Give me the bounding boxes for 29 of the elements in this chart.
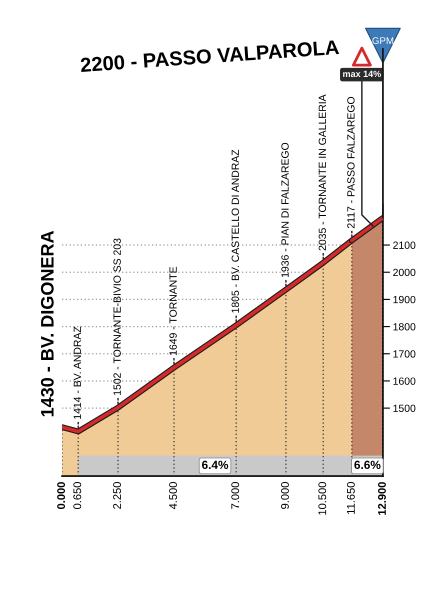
x-tick-label: 10.500	[318, 482, 326, 515]
y-tick-label: 1700	[393, 350, 416, 358]
annotation: 1502 - TORNANTE-BIVIO SS 203	[113, 238, 121, 395]
annotation: 1649 - TORNANTE	[169, 266, 177, 356]
chart-title: 2200 - PASSO VALPAROLA	[80, 40, 340, 72]
annotation: 2035 - TORNANTE IN GALLERIA	[318, 94, 326, 250]
y-tick-label: 1800	[393, 323, 416, 330]
y-tick-label: 2000	[393, 268, 416, 276]
annotation: GPM	[372, 37, 394, 44]
x-tick-label: 0.000	[57, 482, 66, 509]
annotation: max 14%	[343, 70, 381, 78]
annotation: 1805 - BV. CASTELLO DI ANDRAZ	[232, 150, 239, 313]
annotation: 1430 - BV. DIGONERA	[40, 230, 54, 416]
y-tick-label: 2100	[393, 242, 416, 249]
x-tick-label: 2.250	[113, 482, 121, 509]
band-label: 6.6%	[354, 460, 381, 470]
band-label: 6.4%	[202, 460, 228, 470]
annotation: 1936 - PIAN DI FALZAREGO	[281, 142, 289, 278]
x-tick-label: 4.500	[169, 482, 177, 510]
x-tick-label: 7.000	[231, 482, 240, 509]
annotation: 2117 - PASSO FALZAREGO	[347, 96, 355, 228]
y-tick-label: 1600	[393, 377, 416, 385]
x-tick-label: 11.650	[346, 482, 355, 514]
annotation: 1414 - BV. ANDRAZ	[74, 326, 81, 419]
y-tick-label: 1900	[393, 296, 416, 304]
x-tick-label: 0.650	[73, 482, 82, 509]
x-tick-label: 12.900	[378, 482, 386, 515]
y-tick-label: 1500	[393, 404, 416, 412]
x-tick-label: 9.000	[281, 482, 289, 509]
